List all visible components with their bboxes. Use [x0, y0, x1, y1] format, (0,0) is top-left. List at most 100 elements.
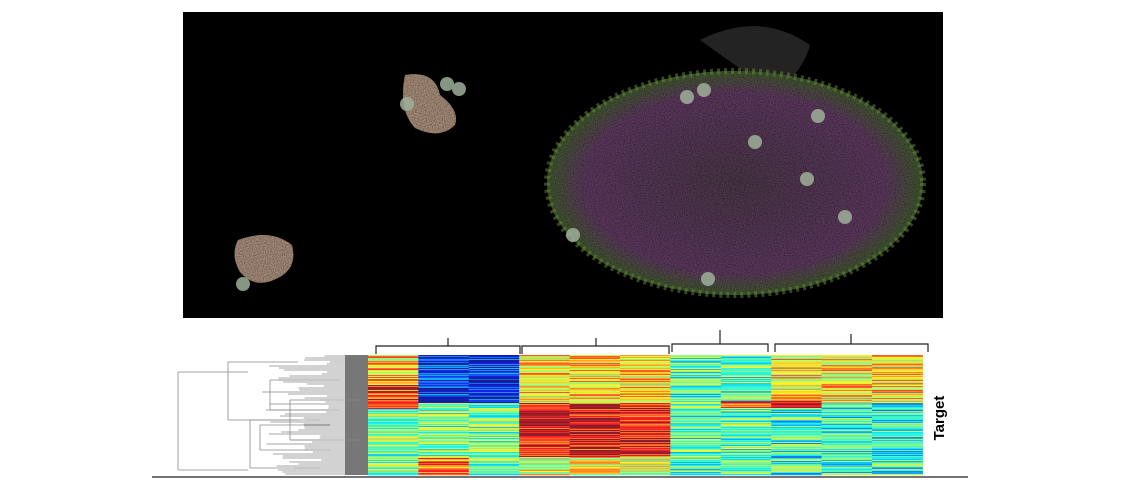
heatmap-cell — [620, 374, 671, 376]
heatmap-cell — [670, 393, 722, 395]
heatmap-cell — [821, 420, 873, 422]
heatmap-cell — [418, 356, 470, 358]
heatmap-cell — [771, 360, 823, 362]
heatmap-cell — [368, 397, 419, 399]
heatmap-cell — [720, 439, 772, 441]
heatmap-cell — [720, 458, 772, 460]
heatmap-cell — [368, 386, 419, 388]
heatmap-cell — [872, 386, 923, 388]
heatmap-cell — [872, 431, 923, 433]
heatmap-cell — [418, 471, 470, 473]
heatmap-cell — [418, 382, 470, 384]
heatmap-cell — [821, 408, 873, 410]
heatmap-cell — [569, 419, 621, 421]
heatmap-cell — [569, 357, 621, 359]
heatmap-cell — [519, 418, 571, 420]
heatmap-cell — [569, 409, 621, 411]
heatmap-cell — [720, 412, 772, 414]
heatmap-cell — [720, 372, 772, 374]
heatmap-cell — [368, 443, 419, 445]
heatmap-cell — [670, 449, 722, 451]
heatmap-cell — [670, 459, 722, 461]
heatmap-cell — [368, 382, 419, 384]
heatmap-cell — [720, 470, 772, 472]
heatmap-cell — [468, 461, 520, 463]
heatmap-cell — [569, 435, 621, 437]
heatmap-cell — [872, 371, 923, 373]
heatmap-cell — [569, 382, 621, 384]
heatmap-cell — [620, 474, 671, 476]
heatmap-cell — [620, 384, 671, 386]
heatmap-cell — [418, 461, 470, 463]
heatmap-cell — [720, 449, 772, 451]
heatmap-cell — [569, 426, 621, 428]
heatmap-cell — [519, 420, 571, 422]
heatmap-cell — [620, 406, 671, 408]
heatmap-cell — [418, 390, 470, 392]
heatmap-cell — [670, 362, 722, 364]
heatmap-cell — [569, 412, 621, 414]
heatmap-cell — [872, 458, 923, 460]
heatmap-cell — [670, 388, 722, 390]
heatmap-cell — [468, 438, 520, 440]
heatmap-cell — [821, 432, 873, 434]
heatmap-cell — [872, 388, 923, 390]
heatmap-cell — [720, 425, 772, 427]
heatmap-cell — [569, 376, 621, 378]
heatmap-cell — [468, 356, 520, 358]
heatmap-cell — [821, 415, 873, 417]
heatmap-cell — [569, 418, 621, 420]
heatmap-cell — [821, 362, 873, 364]
heatmap-cell — [720, 415, 772, 417]
heatmap-cell — [368, 381, 419, 383]
heatmap-cell — [771, 357, 823, 359]
heatmap-cell — [569, 371, 621, 373]
heatmap-cell — [821, 371, 873, 373]
heatmap-cell — [670, 396, 722, 398]
heatmap-cell — [872, 374, 923, 376]
heatmap-cell — [569, 450, 621, 452]
heatmap-cell — [620, 383, 671, 385]
heatmap-cell — [720, 363, 772, 365]
heatmap-cell — [519, 409, 571, 411]
heatmap-cell — [720, 366, 772, 368]
heatmap-cell — [771, 363, 823, 365]
heatmap-cell — [468, 437, 520, 439]
heatmap-cell — [418, 368, 470, 370]
heatmap-cell — [368, 358, 419, 360]
heatmap-cell — [519, 468, 571, 470]
heatmap-cell — [468, 402, 520, 404]
heatmap-cell — [872, 416, 923, 418]
heatmap-cell — [368, 427, 419, 429]
heatmap-cell — [519, 455, 571, 457]
heatmap-cell — [519, 402, 571, 404]
heatmap-cell — [468, 444, 520, 446]
heatmap-cell — [720, 423, 772, 425]
heatmap-cell — [620, 451, 671, 453]
heatmap-cell — [720, 384, 772, 386]
heatmap-cell — [468, 453, 520, 455]
heatmap-cell — [519, 438, 571, 440]
heatmap-cell — [368, 454, 419, 456]
heatmap-cell — [569, 381, 621, 383]
heatmap-cell — [519, 424, 571, 426]
heatmap-cell — [821, 434, 873, 436]
heatmap-cell — [872, 467, 923, 469]
heatmap-cell — [872, 449, 923, 451]
heatmap-cell — [569, 440, 621, 442]
heatmap-cell — [468, 403, 520, 405]
heatmap-cell — [569, 399, 621, 401]
heatmap-cell — [771, 432, 823, 434]
heatmap-cell — [468, 386, 520, 388]
heatmap-cell — [569, 472, 621, 474]
heatmap-cell — [620, 399, 671, 401]
heatmap-cell — [872, 444, 923, 446]
heatmap-cell — [368, 450, 419, 452]
heatmap-cell — [569, 367, 621, 369]
heatmap-cell — [418, 374, 470, 376]
heatmap-cell — [569, 466, 621, 468]
heatmap-cell — [569, 391, 621, 393]
heatmap-cell — [720, 382, 772, 384]
heatmap-cell — [720, 437, 772, 439]
heatmap-cell — [569, 370, 621, 372]
